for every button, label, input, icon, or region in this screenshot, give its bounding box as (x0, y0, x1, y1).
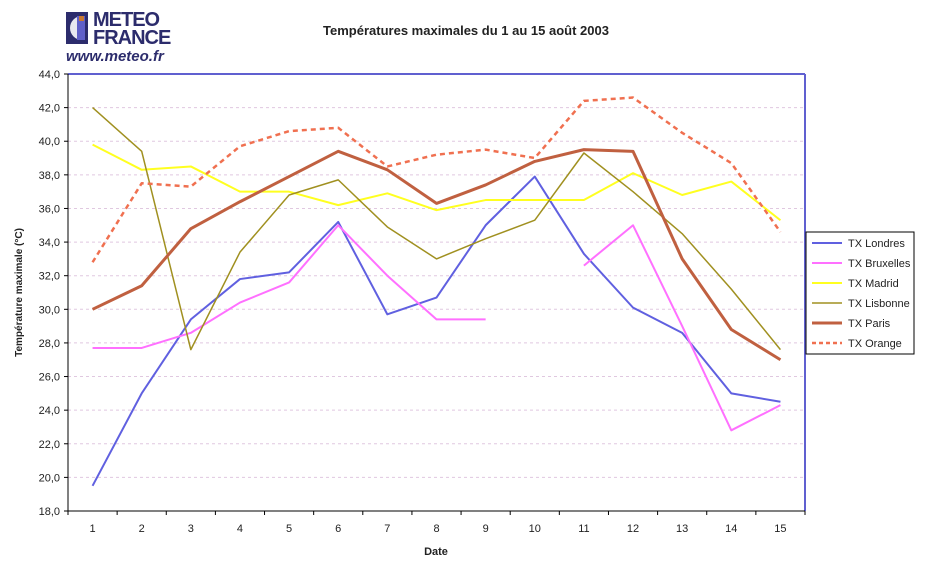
x-tick-label: 8 (433, 523, 439, 535)
legend-entry: TX Madrid (848, 278, 899, 290)
y-tick-label: 24,0 (39, 405, 60, 417)
x-tick-label: 15 (774, 523, 786, 535)
y-axis-label: Température maximale (°C) (14, 228, 25, 357)
series-line-tx-madrid (92, 143, 782, 222)
x-tick-label: 7 (384, 523, 390, 535)
y-tick-label: 34,0 (39, 237, 60, 249)
x-tick-label: 11 (578, 523, 589, 535)
x-tick-label: 13 (676, 523, 688, 535)
x-tick-label: 6 (335, 523, 341, 535)
series-line-tx-bruxelles (92, 224, 486, 349)
legend (805, 231, 915, 355)
y-tick-label: 30,0 (39, 304, 60, 316)
x-tick-label: 4 (237, 523, 243, 535)
legend-entry: TX Londres (848, 238, 905, 250)
x-tick-label: 3 (188, 523, 194, 535)
y-tick-label: 32,0 (39, 271, 60, 283)
x-tick-label: 10 (529, 523, 541, 535)
legend-entry: TX Orange (848, 338, 902, 350)
x-tick-label: 14 (725, 523, 737, 535)
x-tick-label: 9 (483, 523, 489, 535)
logo-emblem (66, 12, 88, 44)
logo: METEO FRANCE www.meteo.fr (66, 9, 191, 66)
y-tick-label: 40,0 (39, 136, 60, 148)
y-tick-label: 38,0 (39, 170, 60, 182)
y-tick-label: 20,0 (39, 472, 60, 484)
x-tick-label: 12 (627, 523, 639, 535)
x-axis-label: Date (424, 546, 448, 558)
series-line-tx-paris (91, 148, 782, 362)
x-tick-label: 2 (139, 523, 145, 535)
logo-line1: METEO (93, 9, 160, 31)
y-tick-label: 26,0 (39, 372, 60, 384)
logo-line2: FRANCE (93, 27, 171, 49)
legend-entry: TX Paris (848, 318, 891, 330)
y-tick-label: 18,0 (39, 506, 60, 518)
logo-url[interactable]: www.meteo.fr (66, 48, 164, 65)
y-tick-label: 44,0 (39, 69, 60, 81)
legend-entry: TX Bruxelles (848, 258, 911, 270)
y-tick-label: 22,0 (39, 439, 60, 451)
series-line-tx-orange (91, 96, 782, 263)
series-line-tx-bruxelles (583, 224, 781, 432)
chart-title: Températures maximales du 1 au 15 août 2… (323, 23, 609, 38)
legend-entry: TX Lisbonne (848, 298, 910, 310)
y-tick-label: 36,0 (39, 203, 60, 215)
series-line-tx-londres (91, 175, 781, 487)
y-tick-label: 42,0 (39, 103, 60, 115)
x-tick-label: 1 (90, 523, 96, 535)
y-tick-label: 28,0 (39, 338, 60, 350)
plot-area (68, 74, 805, 511)
x-tick-label: 5 (286, 523, 292, 535)
